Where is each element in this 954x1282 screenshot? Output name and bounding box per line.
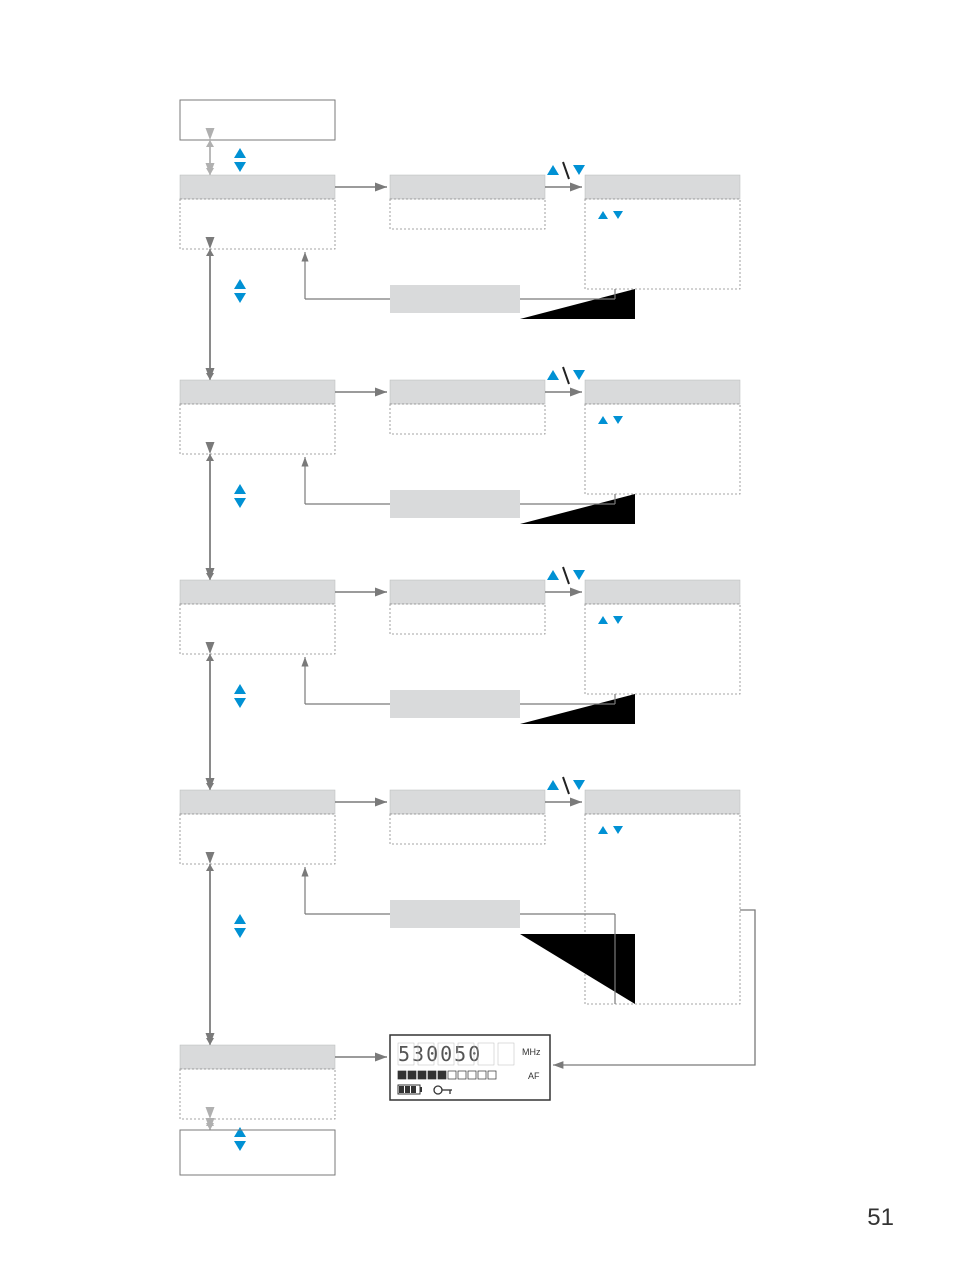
page-number: 51 xyxy=(867,1204,894,1232)
svg-text:MHz: MHz xyxy=(522,1047,541,1057)
svg-text:AF: AF xyxy=(528,1071,540,1081)
flowchart-diagram: 530050 MHz AF xyxy=(0,0,954,1282)
svg-text:530050: 530050 xyxy=(398,1042,482,1066)
